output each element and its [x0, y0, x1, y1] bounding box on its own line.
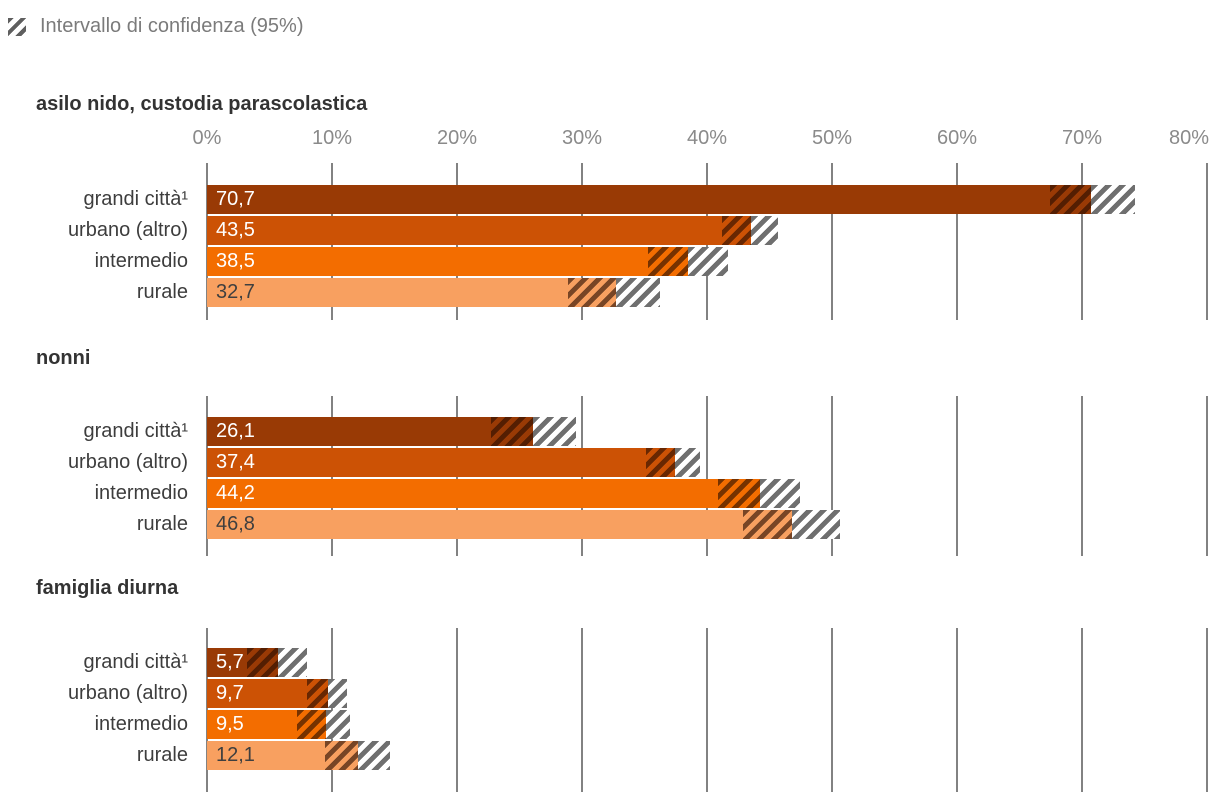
ci-lower-hatch — [718, 479, 760, 508]
bar-value-label: 32,7 — [216, 281, 255, 303]
ci-lower-hatch — [297, 710, 326, 739]
ci-lower-hatch — [324, 741, 359, 770]
ci-upper-hatch — [688, 247, 729, 276]
gridline — [956, 396, 958, 556]
gridline — [706, 396, 708, 556]
ci-upper-hatch — [358, 741, 390, 770]
bar — [207, 247, 689, 276]
bar — [207, 448, 675, 477]
ci-upper-hatch — [533, 417, 576, 446]
ci-lower-hatch — [1049, 185, 1091, 214]
ci-lower-hatch — [648, 247, 689, 276]
bar-value-label: 70,7 — [216, 188, 255, 210]
axis-tick-label: 50% — [811, 127, 853, 149]
ci-lower-hatch — [307, 679, 329, 708]
gridline — [1206, 396, 1208, 556]
gridline — [956, 163, 958, 320]
bar-value-label: 5,7 — [216, 651, 244, 673]
bar — [207, 510, 792, 539]
confidence-interval-hatch-icon — [8, 18, 26, 36]
section-title-nonni: nonni — [36, 347, 91, 369]
gridline — [706, 628, 708, 792]
axis-tick-label: 20% — [436, 127, 478, 149]
bar — [207, 278, 616, 307]
gridline — [1206, 628, 1208, 792]
legend-label: Intervallo di confidenza (95%) — [40, 15, 304, 37]
ci-upper-hatch — [615, 278, 660, 307]
ci-lower-hatch — [722, 216, 751, 245]
category-label: grandi città¹ — [83, 188, 189, 210]
ci-upper-hatch — [792, 510, 840, 539]
bar-value-label: 26,1 — [216, 420, 255, 442]
bar-value-label: 9,7 — [216, 682, 244, 704]
category-label: urbano (altro) — [67, 219, 188, 241]
bar — [207, 185, 1091, 214]
bar — [207, 479, 760, 508]
ci-lower-hatch — [743, 510, 792, 539]
ci-lower-hatch — [247, 648, 279, 677]
ci-upper-hatch — [750, 216, 779, 245]
gridline — [831, 163, 833, 320]
bar-value-label: 43,5 — [216, 219, 255, 241]
axis-tick-label: 30% — [561, 127, 603, 149]
bar-value-label: 37,4 — [216, 451, 255, 473]
ci-upper-hatch — [1090, 185, 1135, 214]
gridline — [1206, 163, 1208, 320]
bar-value-label: 12,1 — [216, 744, 255, 766]
gridline — [1081, 628, 1083, 792]
ci-upper-hatch — [759, 479, 800, 508]
axis-tick-label: 80% — [1168, 127, 1209, 149]
ci-lower-hatch — [568, 278, 616, 307]
category-label: grandi città¹ — [83, 420, 189, 442]
ci-upper-hatch — [278, 648, 307, 677]
category-label: urbano (altro) — [67, 451, 188, 473]
category-label: urbano (altro) — [67, 682, 188, 704]
category-label: rurale — [136, 513, 188, 535]
category-label: intermedio — [94, 713, 188, 735]
category-label: rurale — [136, 281, 188, 303]
bar-value-label: 9,5 — [216, 713, 244, 735]
bar-value-label: 38,5 — [216, 250, 255, 272]
gridline — [956, 628, 958, 792]
axis-tick-label: 10% — [311, 127, 353, 149]
bar-value-label: 46,8 — [216, 513, 255, 535]
ci-upper-hatch — [674, 448, 700, 477]
axis-tick-label: 70% — [1061, 127, 1103, 149]
gridline — [831, 396, 833, 556]
bar-value-label: 44,2 — [216, 482, 255, 504]
gridline — [1081, 163, 1083, 320]
ci-upper-hatch — [328, 679, 347, 708]
category-label: intermedio — [94, 250, 188, 272]
ci-lower-hatch — [645, 448, 675, 477]
category-label: intermedio — [94, 482, 188, 504]
gridline — [831, 628, 833, 792]
section-title-famiglia-diurna: famiglia diurna — [36, 577, 179, 599]
section-title-asilo-nido: asilo nido, custodia parascolastica — [36, 93, 368, 115]
bar — [207, 417, 534, 446]
gridline — [456, 628, 458, 792]
axis-tick-label: 60% — [936, 127, 978, 149]
axis-tick-label: 0% — [192, 127, 222, 149]
gridline — [1081, 396, 1083, 556]
axis-tick-label: 40% — [686, 127, 728, 149]
category-label: rurale — [136, 744, 188, 766]
ci-lower-hatch — [490, 417, 534, 446]
category-label: grandi città¹ — [83, 651, 189, 673]
ci-upper-hatch — [325, 710, 350, 739]
bar — [207, 216, 751, 245]
gridline — [581, 628, 583, 792]
